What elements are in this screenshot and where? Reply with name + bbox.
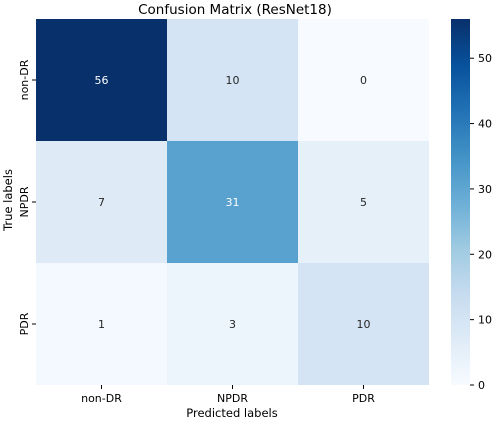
y-tick-label: NPDR	[18, 186, 31, 217]
x-axis-ticks: non-DR NPDR PDR	[81, 385, 375, 405]
x-axis-label: Predicted labels	[186, 406, 277, 420]
x-tick-label: non-DR	[81, 392, 122, 405]
colorbar-tick-label: 50	[478, 52, 492, 65]
heatmap-cell	[167, 141, 298, 263]
heatmap-cell	[167, 263, 298, 385]
colorbar-tick-label: 20	[478, 248, 492, 261]
cell-value-label: 0	[360, 74, 367, 87]
heatmap-cell	[298, 141, 429, 263]
cell-value-label: 1	[98, 318, 105, 331]
heatmap-cell	[298, 19, 429, 141]
cell-value-label: 31	[226, 196, 240, 209]
y-axis-label: True labels	[1, 169, 15, 232]
x-tick-label: PDR	[352, 392, 375, 405]
colorbar-tick-label: 30	[478, 183, 492, 196]
heatmap-cell	[36, 141, 167, 263]
cell-value-label: 10	[357, 318, 371, 331]
y-axis-ticks: non-DR NPDR PDR	[18, 59, 36, 335]
y-tick-label: non-DR	[18, 59, 31, 100]
cell-value-label: 3	[229, 318, 236, 331]
cell-value-label: 56	[95, 74, 109, 87]
heatmap-cells	[36, 19, 429, 385]
cell-value-label: 10	[226, 74, 240, 87]
cell-value-label: 7	[98, 196, 105, 209]
chart-title: Confusion Matrix (ResNet18)	[138, 2, 332, 18]
x-tick-label: NPDR	[217, 392, 248, 405]
colorbar-tick-label: 0	[478, 379, 485, 392]
colorbar-tick-label: 40	[478, 118, 492, 131]
colorbar-tick-label: 10	[478, 314, 492, 327]
y-tick-label: PDR	[18, 312, 31, 335]
heatmap-cell	[36, 263, 167, 385]
colorbar-ticks: 0 10 20 30 40 50	[470, 52, 492, 392]
heatmap-cell	[298, 263, 429, 385]
heatmap-cell	[167, 19, 298, 141]
heatmap-cell-labels: 56 10 0 7 31 5 1 3 10	[95, 74, 371, 331]
cell-value-label: 5	[360, 196, 367, 209]
heatmap-cell	[36, 19, 167, 141]
colorbar	[451, 19, 470, 385]
